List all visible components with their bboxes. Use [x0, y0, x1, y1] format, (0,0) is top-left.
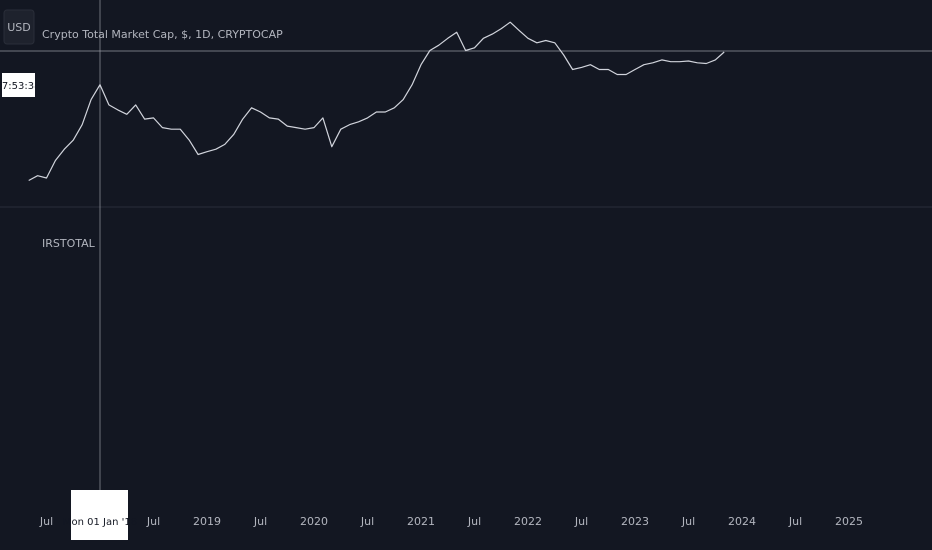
- x-tick-label: Jul: [360, 515, 374, 528]
- x-tick-label: 2023: [621, 515, 649, 528]
- x-tick-label: Jul: [681, 515, 695, 528]
- x-tick-label: Jul: [146, 515, 160, 528]
- crosshair-label: Mon 01 Jan '18: [63, 517, 137, 528]
- x-tick-label: 2022: [514, 515, 542, 528]
- x-tick-label: Jul: [788, 515, 802, 528]
- x-tick-label: Jul: [253, 515, 267, 528]
- indicator-label: IRSTOTAL: [42, 237, 96, 250]
- x-tick-label: Jul: [467, 515, 481, 528]
- clock-box: [2, 73, 35, 97]
- price-line: [28, 21, 725, 182]
- x-tick-label: 2019: [193, 515, 221, 528]
- x-tick-label: Jul: [574, 515, 588, 528]
- x-tick-label: Jul: [39, 515, 53, 528]
- currency-button[interactable]: [3, 9, 35, 45]
- currency-button-label[interactable]: USD: [7, 21, 31, 34]
- x-tick-label: 2025: [835, 515, 863, 528]
- chart-title: Crypto Total Market Cap, $, 1D, CRYPTOCA…: [42, 28, 283, 41]
- crosshair-label-box: [71, 490, 128, 540]
- x-tick-label: 2020: [300, 515, 328, 528]
- x-tick-label: 2021: [407, 515, 435, 528]
- x-tick-label: 2024: [728, 515, 756, 528]
- clock: 07:53:38: [0, 81, 40, 92]
